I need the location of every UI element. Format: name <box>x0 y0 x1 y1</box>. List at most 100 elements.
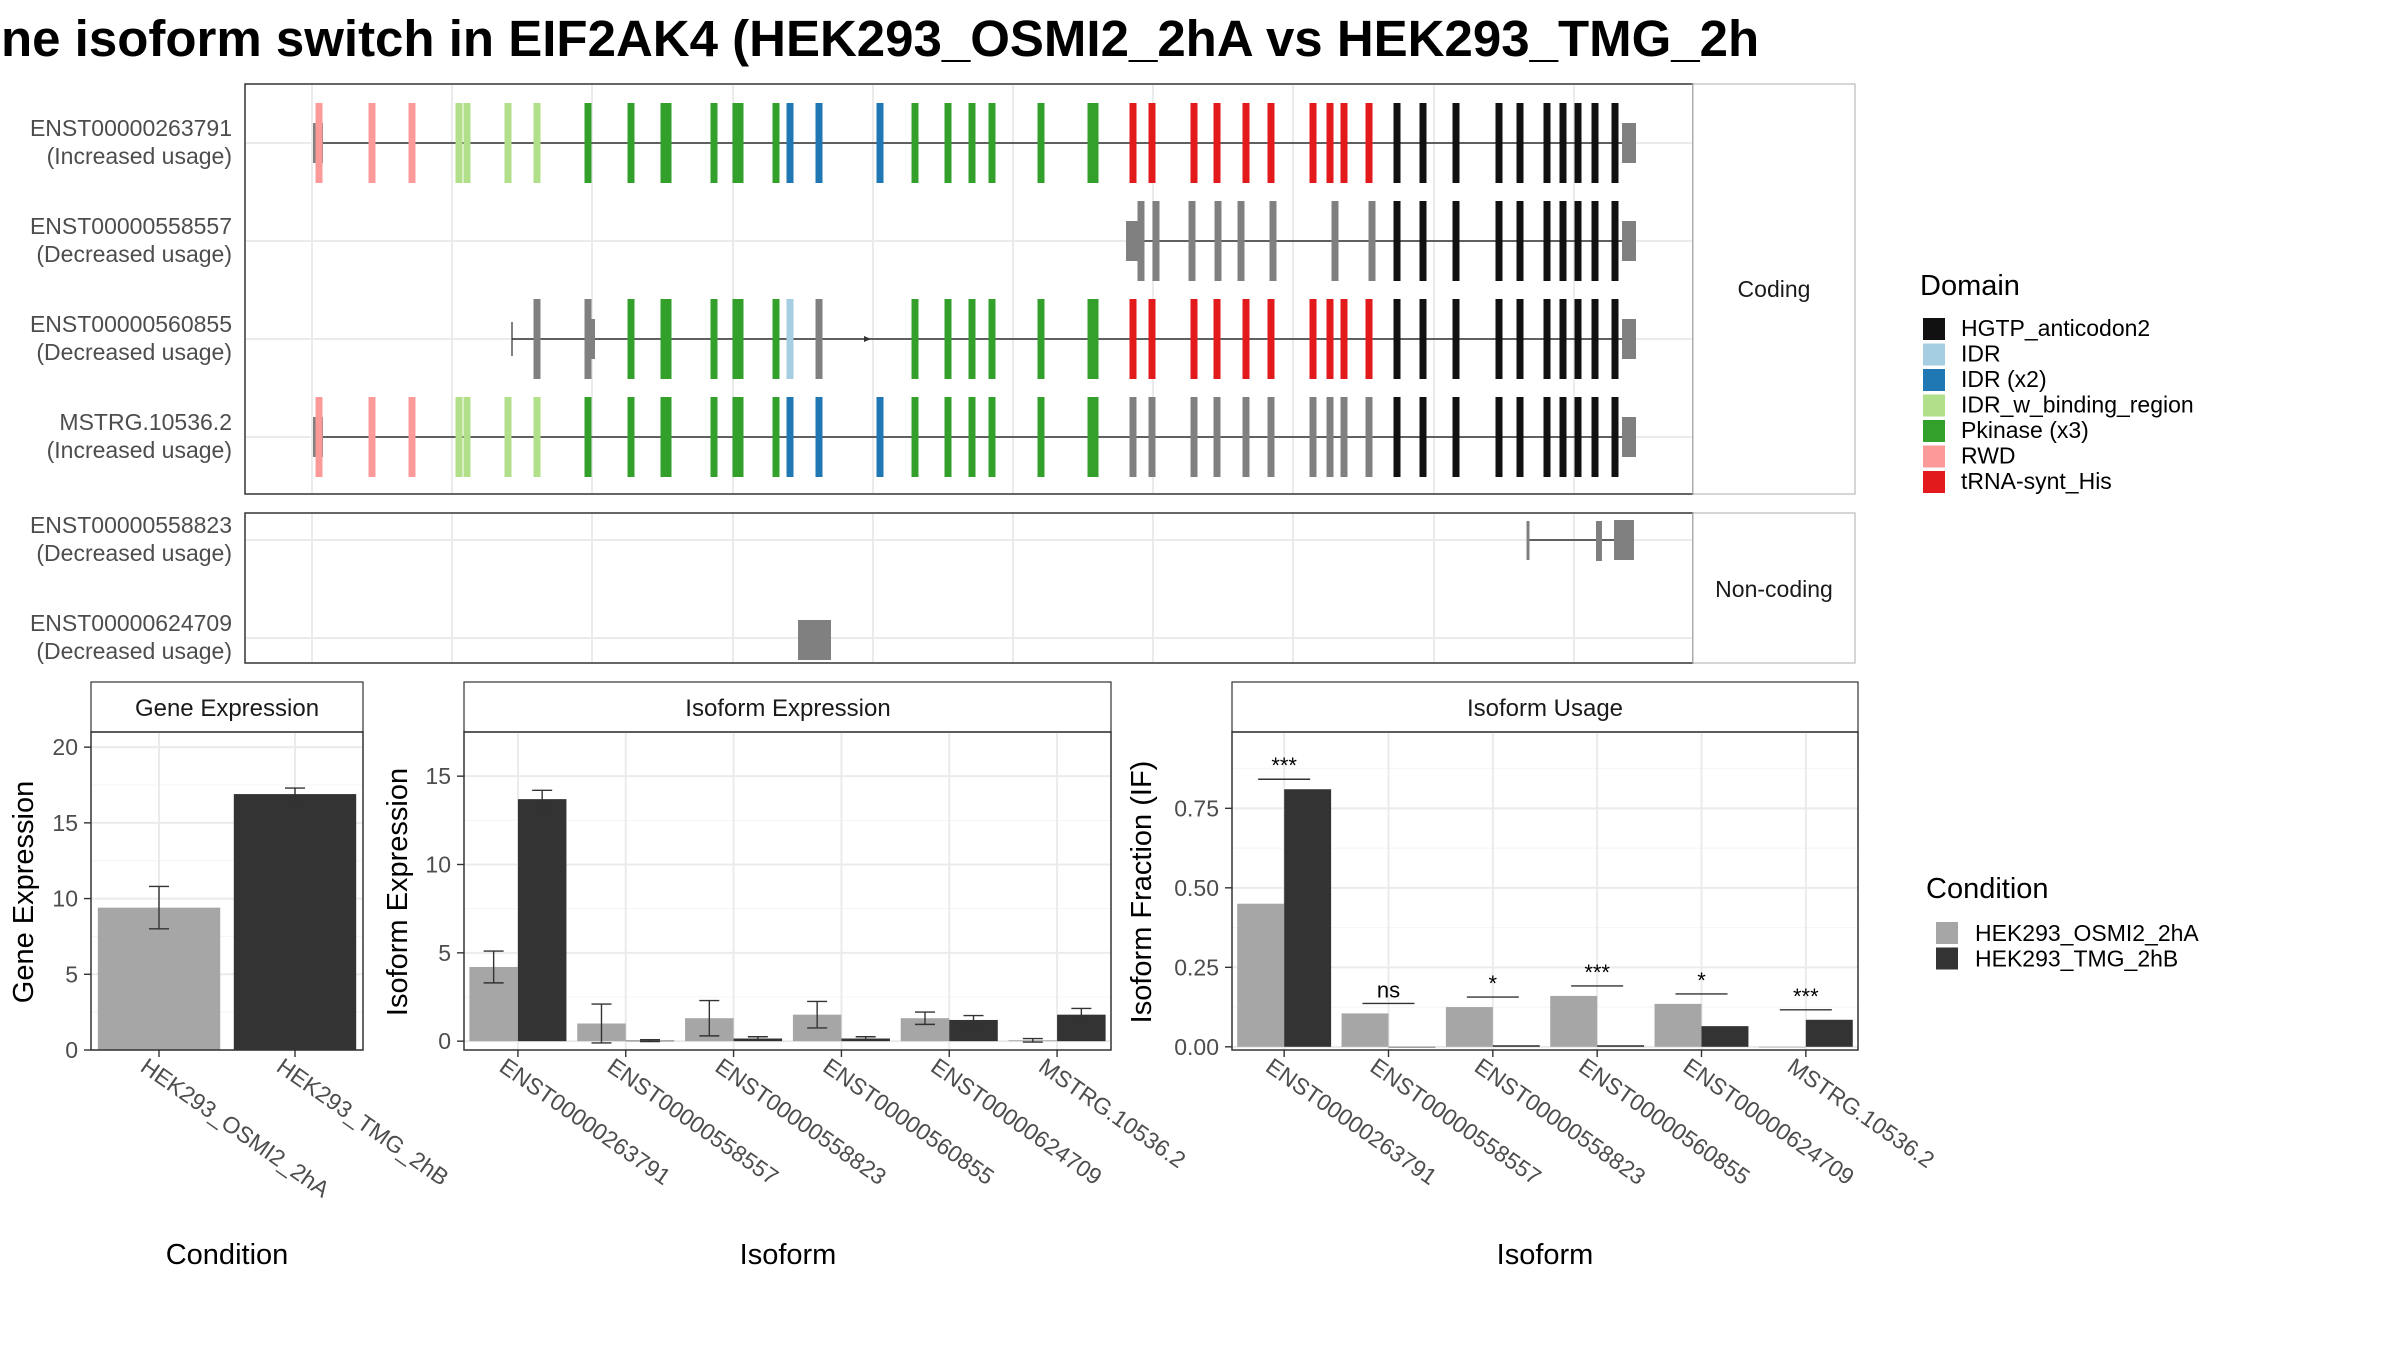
exon-block <box>815 103 823 183</box>
isoform-usage-ylabel: Isoform Fraction (IF) <box>1126 761 1158 1024</box>
exon-block <box>533 103 541 183</box>
exon-block <box>786 299 794 379</box>
isoform-usage-strip <box>1231 681 1859 733</box>
exon-block <box>1591 397 1599 477</box>
exon-block <box>1242 397 1250 477</box>
exon-block <box>1129 397 1137 477</box>
x-tick-label: ENST00000560855 <box>1574 1053 1754 1190</box>
condition-legend-swatch <box>1936 922 1958 944</box>
transcript-usage-label: (Decreased usage) <box>36 339 232 365</box>
exon-block <box>1368 201 1376 281</box>
transcript-id-label: ENST00000560855 <box>30 311 232 337</box>
coding-strip-label: Coding <box>1738 276 1811 302</box>
exon-block <box>1190 299 1198 379</box>
exon-block <box>1129 103 1137 183</box>
isoform-usage-chart: Isoform Usage ***ns * *** **** 0.000.250.50… <box>1126 681 1939 1271</box>
exon-block <box>1495 103 1503 183</box>
bar <box>517 799 567 1042</box>
gene-expression-strip <box>90 681 364 733</box>
y-tick-label: 0.00 <box>1174 1034 1219 1060</box>
bar <box>1597 1045 1645 1047</box>
domain-legend-label: RWD <box>1961 443 2016 469</box>
exon-block <box>815 397 823 477</box>
significance-label: * <box>1489 971 1498 996</box>
exon-block <box>1213 397 1221 477</box>
exon-block <box>988 299 996 379</box>
transcript-id-label: ENST00000263791 <box>30 115 232 141</box>
exon-block <box>1309 299 1317 379</box>
exon-block <box>815 299 823 379</box>
y-tick-label: 0 <box>65 1037 78 1063</box>
domain-legend-label: tRNA-synt_His <box>1961 468 2112 494</box>
condition-legend-label: HEK293_OSMI2_2hA <box>1975 920 2199 946</box>
exon-block <box>876 397 884 477</box>
exon-block <box>1242 103 1250 183</box>
exon-block <box>786 103 794 183</box>
y-tick-label: 10 <box>52 886 78 912</box>
exon-block <box>772 397 780 477</box>
exon-block <box>944 299 952 379</box>
exon-block <box>1037 103 1045 183</box>
gene-expression-ylabel: Gene Expression <box>8 781 40 1003</box>
exon-block <box>911 103 919 183</box>
exon-block <box>1559 299 1567 379</box>
noncoding-panel-frame <box>244 512 1694 664</box>
transcript-id-label: ENST00000558823 <box>30 512 232 538</box>
exon-block <box>627 103 635 183</box>
exon-block <box>1611 397 1619 477</box>
exon-block <box>988 103 996 183</box>
domain-legend-label: IDR (x2) <box>1961 366 2047 392</box>
exon-block <box>1591 201 1599 281</box>
exon-block <box>1340 299 1348 379</box>
exon-block <box>1516 299 1524 379</box>
exon-block <box>1452 201 1460 281</box>
transcript-id-label: ENST00000558557 <box>30 213 232 239</box>
exon-block <box>1267 103 1275 183</box>
exon-block <box>627 299 635 379</box>
transcript-usage-label: (Decreased usage) <box>36 638 232 664</box>
transcript-labels: ENST00000263791(Increased usage) ENST0000… <box>30 115 232 664</box>
exon-block <box>1452 299 1460 379</box>
exon-block <box>533 397 541 477</box>
exon-block <box>368 103 376 183</box>
y-tick-label: 20 <box>52 734 78 760</box>
exon-block <box>1495 201 1503 281</box>
exon-block <box>1188 201 1196 281</box>
exon-block <box>732 397 744 477</box>
exon-block <box>1419 103 1427 183</box>
bar <box>949 1019 998 1042</box>
exon-block <box>408 103 416 183</box>
bar <box>1388 1046 1436 1048</box>
transcript-lanes <box>313 103 1636 660</box>
domain-legend-swatch <box>1923 471 1945 493</box>
isoform-expression-xlabel: Isoform <box>740 1239 837 1271</box>
exon-block <box>1087 103 1099 183</box>
y-tick-label: 0.50 <box>1174 875 1219 901</box>
exon-block <box>710 397 718 477</box>
isoform-usage-bars: ***ns * *** **** <box>1237 753 1853 1048</box>
transcript-usage-label: (Increased usage) <box>47 143 232 169</box>
exon-block <box>1309 103 1317 183</box>
exon-block <box>463 397 471 477</box>
utr-block <box>1622 319 1636 359</box>
isoform-expression-frame <box>463 731 1112 1051</box>
exon-block <box>1393 201 1401 281</box>
exon-block <box>533 299 541 379</box>
exon-block <box>1559 201 1567 281</box>
exon-block <box>1148 397 1156 477</box>
exon-block <box>1591 103 1599 183</box>
exon-block <box>1340 103 1348 183</box>
domain-legend-swatch <box>1923 394 1945 417</box>
condition-legend-swatch <box>1936 947 1958 970</box>
transcript-id-label: MSTRG.10536.2 <box>59 409 232 435</box>
bar <box>1284 789 1332 1047</box>
significance-label: *** <box>1584 960 1610 985</box>
noncoding-strip-label: Non-coding <box>1715 576 1833 602</box>
exon-block <box>786 397 794 477</box>
domain-legend-swatch <box>1923 420 1945 442</box>
exon-block <box>1129 299 1137 379</box>
isoform-usage-gridlines <box>1232 732 1858 1050</box>
isoform-expression-strip-title: Isoform Expression <box>685 695 890 722</box>
